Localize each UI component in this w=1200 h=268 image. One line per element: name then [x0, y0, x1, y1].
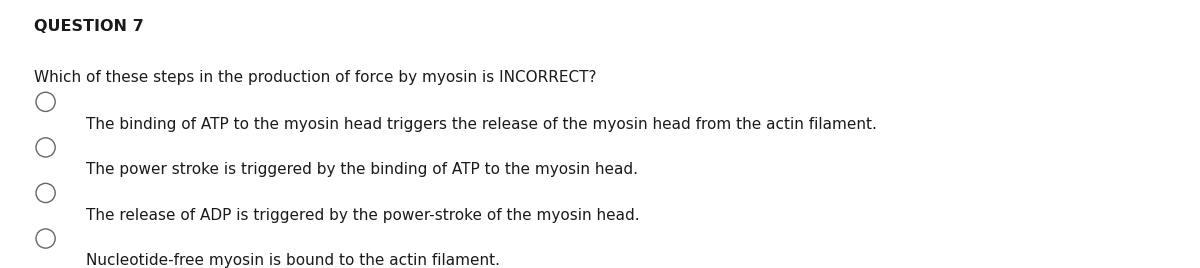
Text: Nucleotide-free myosin is bound to the actin filament.: Nucleotide-free myosin is bound to the a…: [86, 253, 500, 268]
Text: The release of ADP is triggered by the power-stroke of the myosin head.: The release of ADP is triggered by the p…: [86, 208, 640, 223]
Text: QUESTION 7: QUESTION 7: [34, 19, 143, 34]
Text: The binding of ATP to the myosin head triggers the release of the myosin head fr: The binding of ATP to the myosin head tr…: [86, 117, 877, 132]
Text: The power stroke is triggered by the binding of ATP to the myosin head.: The power stroke is triggered by the bin…: [86, 162, 638, 177]
Text: Which of these steps in the production of force by myosin is INCORRECT?: Which of these steps in the production o…: [34, 70, 596, 85]
